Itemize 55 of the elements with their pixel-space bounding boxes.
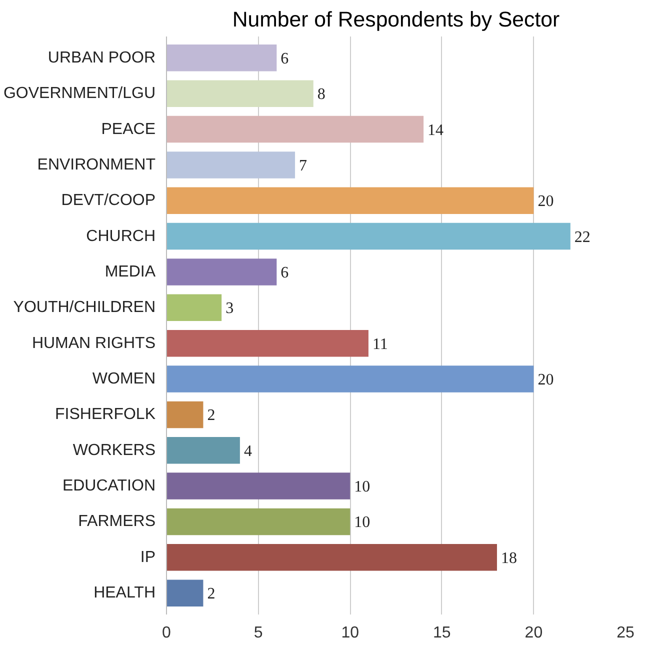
data-label: 14 [428, 122, 444, 139]
bar [166, 222, 570, 250]
x-tick-label: 10 [341, 624, 360, 642]
x-tick-label: 15 [433, 624, 451, 642]
bar [166, 258, 277, 286]
data-label: 3 [226, 300, 234, 318]
chart-title: Number of Respondents by Sector [232, 8, 560, 32]
data-label: 11 [372, 336, 388, 353]
bar [166, 294, 222, 322]
bar [166, 116, 424, 143]
bar [166, 401, 204, 428]
y-tick-label: WORKERS [72, 442, 156, 459]
bar [166, 472, 350, 500]
bar [166, 187, 534, 214]
x-tick-label: 0 [162, 624, 172, 642]
bar [166, 44, 277, 72]
data-label: 4 [244, 442, 252, 460]
y-tick-label: MEDIA [104, 263, 156, 280]
bar [166, 544, 497, 571]
data-label: 20 [538, 372, 554, 389]
data-label: 8 [317, 86, 326, 104]
x-tick-label: 25 [616, 624, 634, 642]
data-label: 22 [574, 228, 590, 246]
y-tick-label: DEVT/COOP [61, 192, 156, 210]
data-label: 10 [354, 514, 370, 532]
data-label: 2 [207, 586, 216, 603]
data-label: 7 [299, 157, 308, 174]
y-tick-label: PEACE [101, 120, 156, 138]
bar [166, 436, 240, 464]
y-tick-label: ENVIRONMENT [37, 156, 156, 174]
data-label: 6 [280, 264, 289, 282]
y-tick-label: FISHERFOLK [55, 406, 156, 424]
bar [166, 330, 368, 357]
data-label: 18 [500, 550, 517, 567]
bar [166, 580, 204, 606]
bar [166, 508, 350, 536]
x-tick-label: 20 [524, 624, 543, 642]
y-tick-label: EDUCATION [62, 478, 156, 495]
bar [166, 152, 296, 178]
y-tick-label: CHURCH [86, 228, 156, 245]
data-label: 6 [280, 50, 289, 68]
bar [166, 366, 534, 392]
y-tick-label: HUMAN RIGHTS [32, 334, 156, 352]
y-tick-label: HEALTH [94, 584, 156, 602]
data-label: 10 [354, 478, 370, 496]
data-label: 20 [538, 193, 554, 210]
y-tick-label: IP [140, 548, 156, 566]
y-tick-label: GOVERNMENT/LGU [3, 85, 156, 102]
x-tick-label: 5 [254, 624, 263, 642]
y-tick-label: URBAN POOR [48, 49, 156, 66]
data-label: 2 [207, 407, 216, 424]
bar [166, 80, 314, 107]
y-tick-label: FARMERS [78, 513, 156, 530]
y-tick-label: YOUTH/CHILDREN [13, 299, 156, 316]
y-tick-label: WOMEN [92, 370, 156, 388]
